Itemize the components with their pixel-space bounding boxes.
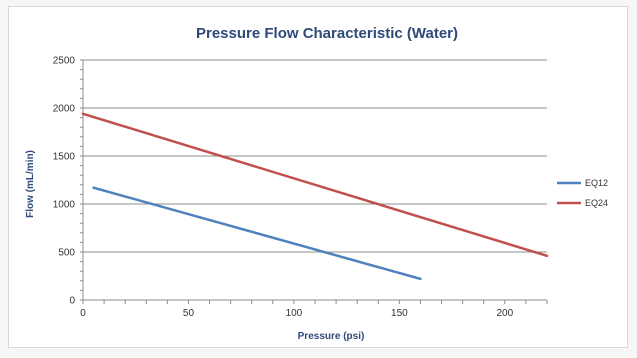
y-tick-label: 0	[69, 296, 75, 307]
x-axis-title: Pressure (psi)	[298, 331, 365, 342]
x-tick-label: 50	[183, 308, 195, 319]
axes	[80, 59, 548, 304]
grid-lines	[83, 59, 547, 253]
y-tick-label: 2000	[53, 104, 76, 115]
tick-labels: 0 500 1000 1500 2000 2500 0 50 100 150 200	[53, 56, 514, 320]
x-tick-label: 100	[286, 308, 303, 319]
series-line-eq12	[92, 186, 422, 281]
legend-label-eq24: EQ24	[585, 198, 608, 208]
x-tick-label: 0	[80, 308, 86, 319]
series-lines	[81, 112, 549, 281]
legend-label-eq12: EQ12	[585, 178, 608, 188]
y-tick-label: 500	[58, 248, 75, 259]
y-tick-label: 1500	[53, 152, 76, 163]
x-tick-label: 200	[496, 308, 513, 319]
y-axis-title: Flow (mL/min)	[25, 150, 36, 218]
x-tick-label: 150	[391, 308, 408, 319]
series-line-eq24	[81, 112, 549, 258]
chart-title: Pressure Flow Characteristic (Water)	[196, 25, 458, 42]
chart-area: Pressure Flow Characteristic (Water) 0 50…	[8, 6, 628, 348]
y-tick-label: 2500	[53, 56, 76, 67]
pressure-flow-chart: Pressure Flow Characteristic (Water) 0 50…	[25, 25, 608, 342]
legend: EQ12 EQ24	[557, 178, 608, 208]
y-tick-label: 1000	[53, 200, 76, 211]
